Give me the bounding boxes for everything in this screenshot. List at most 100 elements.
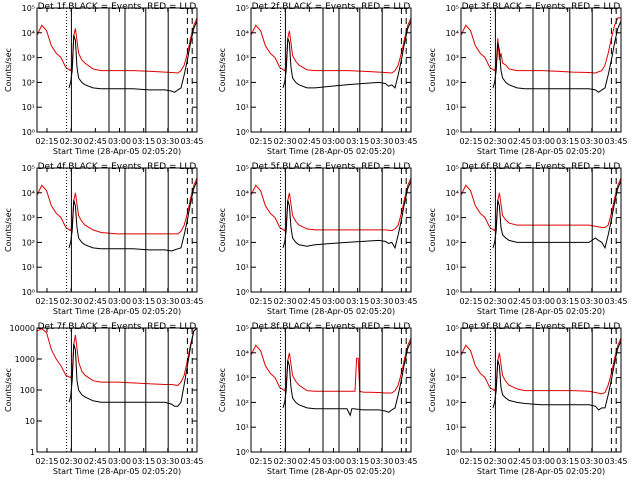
y-tick-label: 10³ (22, 54, 35, 63)
y-tick-label: 10⁰ (236, 288, 249, 297)
y-axis-label: Counts/sec (218, 208, 227, 252)
lld-series-line (251, 337, 411, 394)
x-axis-label: Start Time (28-Apr-05 02:05:20) (477, 307, 605, 316)
x-tick-label: 02:45 (508, 297, 531, 306)
x-tick-label: 02:15 (459, 457, 482, 466)
lld-series-line (37, 17, 197, 74)
y-tick-label: 10⁵ (446, 324, 459, 333)
y-axis-label: Counts/sec (4, 368, 13, 412)
x-tick-label: 03:30 (370, 457, 393, 466)
x-tick-label: 03:00 (322, 137, 345, 146)
plot-frame (36, 327, 198, 453)
x-axis-label: Start Time (28-Apr-05 02:05:20) (477, 467, 605, 476)
y-tick-label: 10⁴ (236, 189, 249, 198)
y-tick-label: 10⁰ (22, 128, 35, 137)
y-axis-label: Counts/sec (218, 48, 227, 92)
y-tick-label: 10⁵ (236, 324, 249, 333)
x-tick-label: 02:45 (298, 137, 321, 146)
plot-frame (460, 327, 622, 453)
y-tick-label: 10⁴ (22, 29, 35, 38)
x-tick-label: 03:00 (532, 457, 555, 466)
y-tick-label: 10³ (236, 374, 249, 383)
events-series-line (68, 180, 197, 252)
x-tick-label: 03:45 (604, 297, 627, 306)
x-axis-label: Start Time (28-Apr-05 02:05:20) (477, 147, 605, 156)
x-tick-label: 03:45 (394, 137, 417, 146)
y-tick-label: 10⁵ (446, 4, 459, 13)
y-tick-label: 1 (30, 448, 35, 457)
x-tick-label: 02:45 (84, 297, 107, 306)
y-tick-label: 100 (20, 386, 35, 395)
x-tick-label: 03:45 (394, 457, 417, 466)
y-tick-label: 10⁰ (446, 128, 459, 137)
y-axis-label: Counts/sec (428, 208, 437, 252)
y-tick-label: 10000 (10, 324, 35, 333)
x-axis-label: Start Time (28-Apr-05 02:05:20) (267, 467, 395, 476)
x-tick-label: 03:30 (370, 297, 393, 306)
events-series-line (492, 340, 621, 411)
plot-frame (250, 7, 412, 133)
y-tick-label: 10⁴ (236, 349, 249, 358)
x-tick-label: 02:15 (35, 137, 58, 146)
x-tick-label: 03:15 (556, 457, 579, 466)
lld-series-line (251, 17, 411, 74)
x-tick-label: 03:15 (132, 457, 155, 466)
chart-title: Det 7f BLACK = Events, RED = LLD (38, 322, 197, 332)
y-tick-label: 10³ (446, 374, 459, 383)
chart-title: Det 1f BLACK = Events, RED = LLD (38, 2, 197, 12)
plot-frame (460, 7, 622, 133)
x-tick-label: 03:00 (532, 137, 555, 146)
detector-chart-4: 02:15 02:30 02:45 03:00 03:15 03:30 03:45 10⁰ 10… (4, 162, 204, 316)
plot-frame (36, 167, 198, 293)
y-tick-label: 10³ (446, 214, 459, 223)
x-tick-label: 03:00 (108, 137, 131, 146)
lld-series-line (461, 17, 621, 74)
chart-title: Det 6f BLACK = Events, RED = LLD (462, 162, 621, 172)
events-series-line (68, 328, 197, 407)
plot-frame (250, 327, 412, 453)
y-tick-label: 10¹ (236, 103, 249, 112)
x-tick-label: 02:30 (60, 457, 83, 466)
x-tick-label: 03:15 (346, 137, 369, 146)
lld-series-line (37, 328, 197, 387)
y-tick-label: 10² (236, 398, 249, 407)
x-tick-label: 02:30 (484, 457, 507, 466)
x-tick-label: 03:45 (604, 457, 627, 466)
x-tick-label: 02:45 (298, 457, 321, 466)
y-tick-label: 10⁵ (446, 164, 459, 173)
y-tick-label: 10⁰ (236, 128, 249, 137)
y-axis-label: Counts/sec (4, 208, 13, 252)
x-tick-label: 02:30 (60, 297, 83, 306)
chart-title: Det 3f BLACK = Events, RED = LLD (462, 2, 621, 12)
x-tick-label: 03:45 (180, 297, 203, 306)
x-tick-label: 03:15 (556, 297, 579, 306)
x-tick-label: 02:45 (298, 297, 321, 306)
x-tick-label: 02:15 (249, 137, 272, 146)
x-tick-label: 03:00 (108, 297, 131, 306)
y-tick-label: 10⁰ (22, 288, 35, 297)
x-tick-label: 03:00 (322, 297, 345, 306)
y-tick-label: 1000 (15, 355, 35, 364)
x-axis-label: Start Time (28-Apr-05 02:05:20) (267, 307, 395, 316)
x-axis-label: Start Time (28-Apr-05 02:05:20) (53, 147, 181, 156)
y-axis-label: Counts/sec (4, 48, 13, 92)
x-tick-label: 03:00 (322, 457, 345, 466)
x-tick-label: 03:45 (604, 137, 627, 146)
events-series-line (282, 340, 411, 417)
x-tick-label: 02:15 (249, 457, 272, 466)
chart-title: Det 8f BLACK = Events, RED = LLD (252, 322, 411, 332)
chart-title: Det 9f BLACK = Events, RED = LLD (462, 322, 621, 332)
y-tick-label: 10⁵ (22, 4, 35, 13)
x-axis-label: Start Time (28-Apr-05 02:05:20) (267, 147, 395, 156)
y-tick-label: 10⁰ (446, 288, 459, 297)
y-tick-label: 10² (22, 238, 35, 247)
y-tick-label: 10² (446, 238, 459, 247)
y-tick-label: 10² (446, 398, 459, 407)
x-tick-label: 02:30 (274, 297, 297, 306)
x-axis-label: Start Time (28-Apr-05 02:05:20) (53, 467, 181, 476)
x-tick-label: 02:15 (459, 297, 482, 306)
y-tick-label: 10¹ (446, 103, 459, 112)
y-tick-label: 10¹ (236, 423, 249, 432)
y-tick-label: 10⁴ (236, 29, 249, 38)
y-tick-label: 10⁰ (236, 448, 249, 457)
